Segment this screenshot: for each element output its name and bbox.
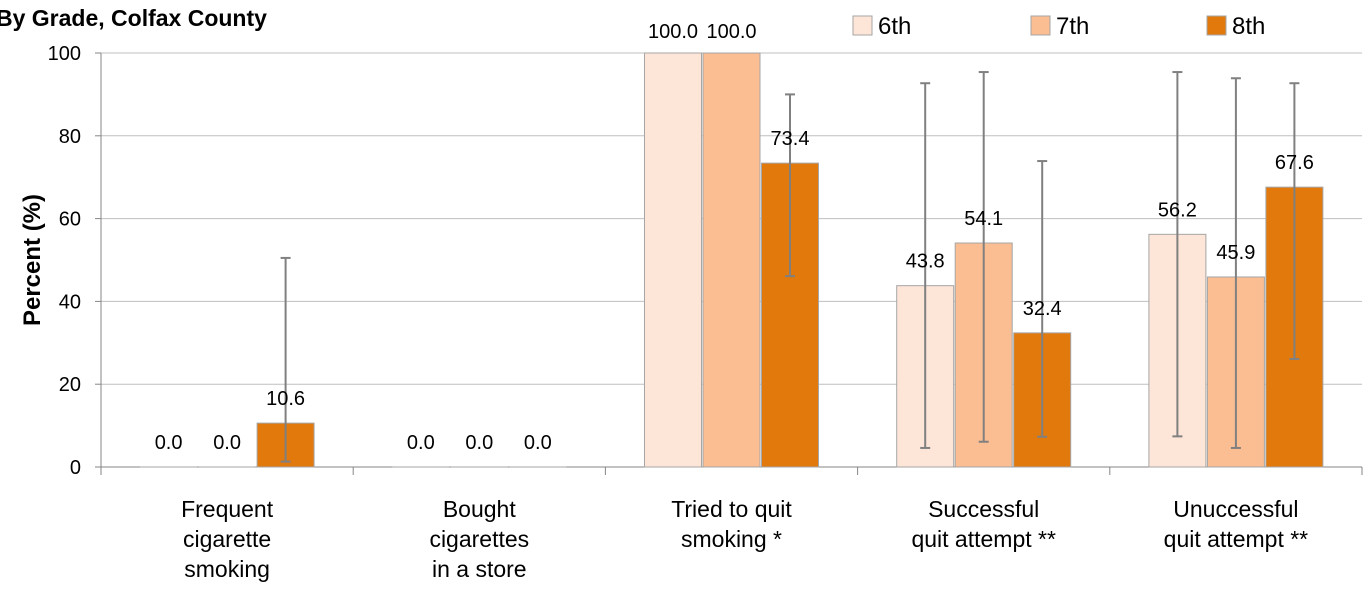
data-label: 0.0 — [465, 432, 493, 454]
x-category-label-line: cigarette — [183, 526, 271, 552]
x-category-label: Tried to quit smoking * — [671, 496, 792, 552]
x-category-label: Successful quit attempt ** — [911, 496, 1056, 552]
x-category-label-line: in a store — [432, 556, 527, 582]
data-label: 32.4 — [1023, 298, 1062, 320]
legend-swatch — [1206, 15, 1227, 36]
data-label: 54.1 — [964, 208, 1003, 230]
x-category-label-line: Unuccessful — [1173, 496, 1298, 522]
bar — [702, 52, 761, 468]
x-category-label-line: Tried to quit — [671, 496, 792, 522]
y-tick-label: 100 — [48, 43, 81, 65]
data-label: 0.0 — [407, 432, 435, 454]
y-tick-label: 40 — [59, 291, 81, 313]
y-axis-label: Percent (%) — [19, 194, 46, 326]
y-tick-label: 80 — [59, 126, 81, 148]
x-category-label-line: Bought — [443, 496, 517, 522]
x-category-label-line: Successful — [928, 496, 1039, 522]
x-category-label-line: quit attempt ** — [911, 526, 1056, 552]
data-label: 0.0 — [155, 432, 183, 454]
legend-swatch — [852, 15, 873, 36]
x-category-label-line: cigarettes — [429, 526, 529, 552]
x-category-label-line: smoking * — [681, 526, 782, 552]
x-category-label: Bought cigarettes in a store — [429, 496, 529, 582]
data-label: 67.6 — [1275, 152, 1314, 174]
data-label: 56.2 — [1158, 199, 1197, 221]
x-category-label-line: quit attempt ** — [1164, 526, 1309, 552]
legend-swatch — [1030, 15, 1051, 36]
legend-label: 6th — [878, 13, 911, 40]
data-label: 0.0 — [213, 432, 241, 454]
data-label: 0.0 — [524, 432, 552, 454]
chart-title: By Grade, Colfax County — [0, 5, 267, 31]
data-label: 100.0 — [648, 21, 698, 43]
data-label: 45.9 — [1216, 242, 1255, 264]
data-label: 73.4 — [771, 128, 810, 150]
data-label: 100.0 — [706, 21, 756, 43]
data-label: 10.6 — [266, 388, 305, 410]
y-tick-label: 60 — [59, 209, 81, 231]
legend-label: 7th — [1056, 13, 1089, 40]
legend-label: 8th — [1232, 13, 1265, 40]
x-category-label-line: smoking — [184, 556, 270, 582]
y-tick-label: 0 — [70, 457, 81, 479]
x-category-label: Unuccessful quit attempt ** — [1164, 496, 1309, 552]
x-category-label: Frequent cigarette smoking — [181, 496, 274, 582]
data-label: 43.8 — [906, 251, 945, 273]
y-tick-label: 20 — [59, 374, 81, 396]
bar — [644, 52, 702, 468]
x-category-label-line: Frequent — [181, 496, 274, 522]
